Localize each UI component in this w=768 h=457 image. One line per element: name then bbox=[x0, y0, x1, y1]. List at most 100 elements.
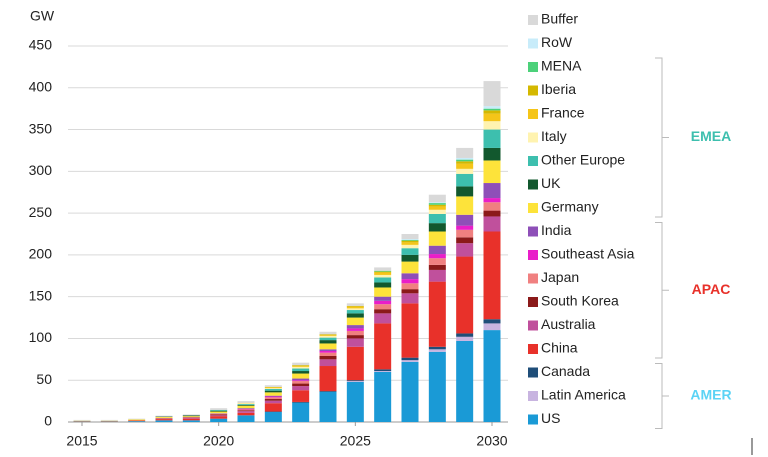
bar-segment bbox=[401, 239, 419, 241]
legend-swatch bbox=[528, 85, 538, 96]
bar-segment bbox=[264, 385, 282, 387]
bar-segment bbox=[237, 404, 255, 405]
bar-segment bbox=[100, 419, 118, 421]
bar-segment bbox=[401, 360, 419, 362]
bar-segment bbox=[292, 381, 310, 384]
bar-segment bbox=[374, 300, 392, 305]
bar-segment bbox=[319, 335, 337, 336]
bar-segment bbox=[401, 361, 419, 422]
x-tick-label: 2030 bbox=[476, 433, 507, 449]
group-bracket bbox=[655, 222, 663, 359]
y-tick-label: 350 bbox=[29, 120, 53, 136]
bar-segment bbox=[401, 254, 419, 262]
bar-segment bbox=[155, 416, 173, 418]
legend-label: China bbox=[541, 340, 578, 356]
bar-segment bbox=[346, 325, 364, 329]
bar-segment bbox=[319, 343, 337, 350]
y-tick-label: 250 bbox=[29, 204, 53, 220]
bar-segment bbox=[182, 420, 200, 422]
y-tick-label: 300 bbox=[29, 162, 53, 178]
bar-segment bbox=[456, 336, 474, 341]
bar-segment bbox=[319, 349, 337, 351]
bar-segment bbox=[428, 223, 446, 232]
bar-segment bbox=[292, 368, 310, 372]
legend-label: Germany bbox=[541, 199, 599, 215]
y-tick-label: 150 bbox=[29, 287, 53, 303]
legend-label: Australia bbox=[541, 316, 596, 332]
bar-segment bbox=[428, 202, 446, 204]
bar-segment bbox=[483, 106, 501, 109]
bar-segment bbox=[210, 416, 228, 419]
bar-segment bbox=[401, 273, 419, 280]
bar-segment bbox=[346, 308, 364, 311]
bar-segment bbox=[210, 408, 228, 410]
legend-label: France bbox=[541, 105, 585, 121]
bar-segment bbox=[483, 113, 501, 122]
bar-segment bbox=[346, 305, 364, 307]
bar-segment bbox=[237, 404, 255, 406]
bar-segment bbox=[292, 402, 310, 422]
legend-swatch bbox=[528, 273, 538, 284]
bar-segment bbox=[401, 283, 419, 290]
bar-segment bbox=[401, 242, 419, 245]
bar-segment bbox=[483, 183, 501, 199]
bar-segment bbox=[483, 108, 501, 111]
bar-segment bbox=[264, 396, 282, 398]
bar-segment bbox=[483, 160, 501, 184]
legend-label: Iberia bbox=[541, 81, 576, 97]
legend-swatch bbox=[528, 250, 538, 260]
legend-swatch bbox=[528, 156, 538, 166]
bar-segment bbox=[428, 204, 446, 207]
bar-segment bbox=[292, 401, 310, 403]
bar-segment bbox=[401, 261, 419, 274]
bar-segment bbox=[456, 229, 474, 238]
bar-segment bbox=[264, 387, 282, 389]
y-tick-label: 0 bbox=[44, 413, 52, 429]
bar-segment bbox=[401, 293, 419, 304]
bar-segment bbox=[346, 310, 364, 314]
bar-segment bbox=[346, 317, 364, 326]
bar-segment bbox=[264, 400, 282, 404]
bar-segment bbox=[456, 196, 474, 215]
bar-segment bbox=[374, 304, 392, 310]
bar-segment bbox=[319, 335, 337, 338]
bar-segment bbox=[401, 289, 419, 294]
legend-swatch bbox=[528, 203, 538, 213]
y-tick-label: 200 bbox=[29, 246, 53, 262]
bar-segment bbox=[319, 391, 337, 422]
bar-segment bbox=[456, 333, 474, 337]
bar-segment bbox=[483, 231, 501, 320]
bar-segment bbox=[346, 306, 364, 309]
legend-swatch bbox=[528, 179, 538, 190]
bar-segment bbox=[346, 381, 364, 422]
bar-segment bbox=[237, 405, 255, 409]
y-tick-label: 450 bbox=[29, 37, 53, 53]
bar-segment bbox=[319, 366, 337, 392]
legend-swatch bbox=[528, 414, 538, 425]
bar-segment bbox=[264, 392, 282, 396]
bar-segment bbox=[182, 417, 200, 419]
bar-segment bbox=[155, 415, 173, 417]
bar-segment bbox=[374, 371, 392, 372]
legend-label: South Korea bbox=[541, 293, 619, 309]
bar-segment bbox=[264, 388, 282, 389]
bar-segment bbox=[428, 231, 446, 246]
bar-segment bbox=[237, 409, 255, 411]
bar-segment bbox=[456, 159, 474, 162]
legend-swatch bbox=[528, 38, 538, 49]
bar-segment bbox=[456, 173, 474, 187]
bar-segment bbox=[319, 359, 337, 367]
y-tick-label: 50 bbox=[36, 371, 52, 387]
bar-segment bbox=[428, 264, 446, 270]
bar-segment bbox=[319, 391, 337, 392]
bar-segment bbox=[374, 282, 392, 288]
bar-segment bbox=[319, 334, 337, 336]
bar-segment bbox=[264, 390, 282, 393]
bar-segment bbox=[319, 340, 337, 344]
bar-segment bbox=[483, 323, 501, 331]
bar-segment bbox=[483, 216, 501, 232]
bar-segment bbox=[155, 419, 173, 421]
bar-segment bbox=[292, 366, 310, 367]
y-tick-label: 100 bbox=[29, 329, 53, 345]
bar-segment bbox=[483, 121, 501, 130]
